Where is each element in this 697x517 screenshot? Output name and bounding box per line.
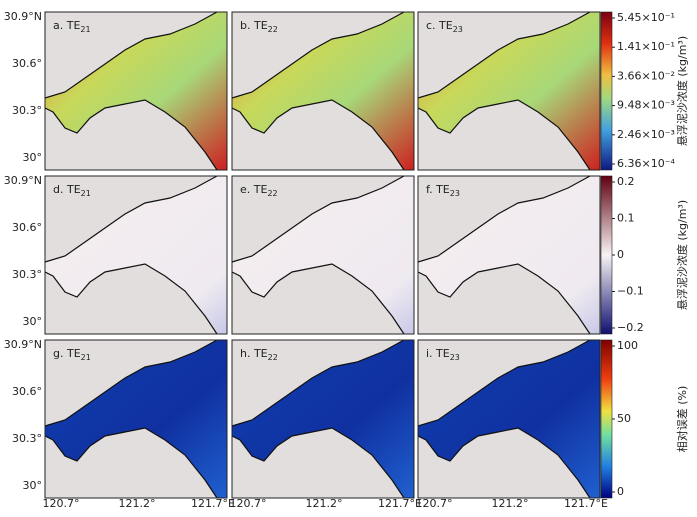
coastline [417,339,591,499]
panel-frame [417,339,601,499]
map-panel: i. TE23 [417,339,601,499]
colorbar-tick-label: −0.1 [617,285,644,298]
colorbar-title: 悬浮泥沙浓度 (kg/m³) [675,36,689,146]
lat-tick-label: 30.9°N [4,10,42,23]
map-panel: e. TE22 [231,175,415,335]
colorbar-title: 悬浮泥沙浓度 (kg/m³) [675,200,689,310]
panel-frame [44,175,228,335]
panel-label: g. TE21 [53,347,91,362]
colorbar-tick-label: 1.41×10⁻¹ [617,40,675,53]
lat-tick-label: 30.3° [12,104,42,117]
lon-tick-label: 120.7° [43,497,80,510]
colorbar-tick-label: 0.1 [617,212,635,225]
lon-tick-label: 121.7°E [564,497,608,510]
panel-label: a. TE21 [53,19,91,34]
panel-label: e. TE22 [240,183,278,198]
lat-tick-label: 30.3° [12,432,42,445]
coastline [231,11,405,171]
panel-frame [44,339,228,499]
colorbar [600,11,613,171]
lat-tick-label: 30° [23,151,43,164]
coastline [231,339,405,499]
lat-tick-label: 30.6° [12,221,42,234]
lon-tick-label: 121.2° [119,497,156,510]
map-panel: a. TE21 [44,11,228,171]
panel-label: b. TE22 [240,19,278,34]
lon-tick-label: 121.7°E [378,497,422,510]
lon-tick-label: 121.7°E [191,497,235,510]
panel-label: f. TE23 [426,183,460,198]
panel-label: c. TE23 [426,19,463,34]
lat-tick-label: 30.6° [12,57,42,70]
colorbar-title: 相对误差 (%) [675,386,689,453]
coastline [44,11,218,171]
lat-tick-label: 30.6° [12,385,42,398]
map-panel: d. TE21 [44,175,228,335]
map-panel: h. TE22 [231,339,415,499]
colorbar-tick-label: 50 [617,412,631,425]
lat-tick-label: 30° [23,315,43,328]
lat-tick-label: 30° [23,479,43,492]
colorbar [600,175,613,335]
lat-tick-label: 30.9°N [4,338,42,351]
map-panel: b. TE22 [231,11,415,171]
colorbar-tick-label: 100 [617,339,638,352]
panel-frame [417,175,601,335]
panel-frame [231,11,415,171]
coastline [417,175,591,335]
panel-frame [44,11,228,171]
colorbar-tick-label: 9.48×10⁻³ [617,99,675,112]
panel-label: d. TE21 [53,183,91,198]
colorbar [600,339,613,499]
colorbar-tick-label: 5.45×10⁻¹ [617,11,675,24]
lon-tick-label: 120.7° [230,497,267,510]
colorbar-tick-label: 0.2 [617,175,635,188]
lat-tick-label: 30.3° [12,268,42,281]
colorbar-tick-label: 6.36×10⁻⁴ [617,157,676,170]
colorbar-tick-label: 0 [617,248,624,261]
map-panel: g. TE21 [44,339,228,499]
panel-frame [417,11,601,171]
lon-tick-label: 120.7° [416,497,453,510]
lon-tick-label: 121.2° [492,497,529,510]
colorbar-tick-label: 3.66×10⁻² [617,69,675,82]
panel-frame [231,339,415,499]
lat-tick-label: 30.9°N [4,174,42,187]
map-panel: c. TE23 [417,11,601,171]
lon-tick-label: 121.2° [306,497,343,510]
coastline [44,175,218,335]
colorbar-tick-label: 0 [617,485,624,498]
coastline [44,339,218,499]
coastline [417,11,591,171]
colorbar-tick-label: −0.2 [617,321,644,334]
coastline [231,175,405,335]
panel-label: i. TE23 [426,347,460,362]
panel-label: h. TE22 [240,347,278,362]
colorbar-tick-label: 2.46×10⁻³ [617,128,675,141]
panel-frame [231,175,415,335]
map-panel: f. TE23 [417,175,601,335]
